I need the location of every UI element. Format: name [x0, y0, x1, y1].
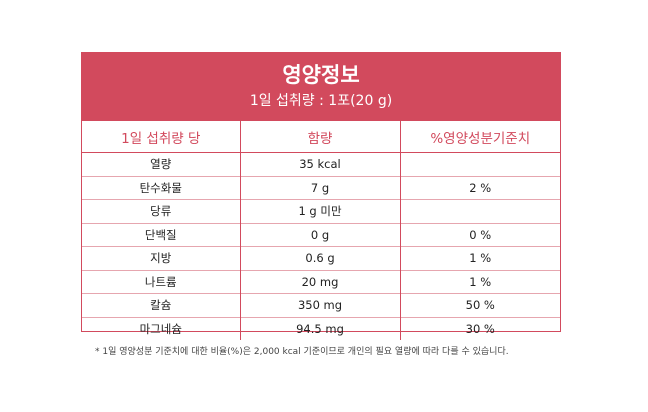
nutrient-amount: 0.6 g: [239, 246, 400, 270]
nutrient-percent: [399, 152, 560, 176]
nutrient-name: 당류: [82, 199, 240, 223]
column-header-per-serving: 1일 섭취량 당: [82, 121, 240, 153]
table-row: 열량 35 kcal: [82, 152, 560, 176]
table-header-row: 1일 섭취량 당 함량 %영양성분기준치: [82, 121, 560, 153]
nutrient-percent: 2 %: [399, 175, 560, 200]
nutrient-name: 열량: [150, 157, 172, 172]
table-row: 당류 1 g 미만: [82, 199, 560, 223]
nutrient-amount: 94.5 mg: [239, 316, 400, 340]
serving-size: 1일 섭취량 : 1포(20 g): [249, 93, 393, 109]
nutrient-percent: [399, 199, 560, 223]
table-row: 단백질 0 g 0 %: [82, 222, 560, 247]
nutrient-name: 탄수화물: [82, 175, 240, 200]
nutrient-amount: 0 g: [239, 222, 400, 247]
nutrient-name: 마그네슘: [82, 316, 240, 340]
nutrition-facts-panel: 영양정보 1일 섭취량 : 1포(20 g) 1일 섭취량 당 함량 %영양성분…: [81, 52, 561, 340]
nutrition-header: 영양정보 1일 섭취량 : 1포(20 g): [82, 53, 560, 121]
table-row: 칼슘 350 mg 50 %: [82, 293, 560, 317]
nutrient-name: 단백질: [82, 222, 240, 247]
nutrient-name: 칼슘: [82, 293, 240, 317]
nutrient-percent: 1 %: [399, 246, 560, 270]
nutrient-amount: 7 g: [239, 175, 400, 200]
footnote: * 1일 영양성분 기준치에 대한 비율(%)은 2,000 kcal 기준이므…: [95, 347, 509, 357]
table-row: 지방 0.6 g 1 %: [82, 246, 560, 270]
nutrient-amount: 20 mg: [239, 269, 400, 294]
nutrition-table: 1일 섭취량 당 함량 %영양성분기준치 열량 35 kcal 탄수화물 7 g…: [82, 121, 560, 340]
table-row: 마그네슘 94.5 mg 30 %: [82, 316, 560, 340]
nutrient-name: 나트륨: [82, 269, 240, 294]
nutrient-percent: 50 %: [399, 293, 560, 317]
nutrient-amount: 350 mg: [239, 293, 400, 317]
nutrient-name: 지방: [82, 246, 240, 270]
nutrition-title: 영양정보: [282, 63, 360, 87]
nutrient-percent: 1 %: [399, 269, 560, 294]
column-header-amount: 함량: [239, 121, 400, 153]
nutrient-amount: 1 g 미만: [239, 199, 400, 223]
table-row: 탄수화물 7 g 2 %: [82, 175, 560, 200]
table-row: 나트륨 20 mg 1 %: [82, 269, 560, 294]
nutrient-percent: 30 %: [399, 316, 560, 340]
column-header-daily-value: %영양성분기준치: [399, 121, 560, 153]
nutrient-amount: 35 kcal: [239, 152, 400, 176]
nutrient-percent: 0 %: [399, 222, 560, 247]
